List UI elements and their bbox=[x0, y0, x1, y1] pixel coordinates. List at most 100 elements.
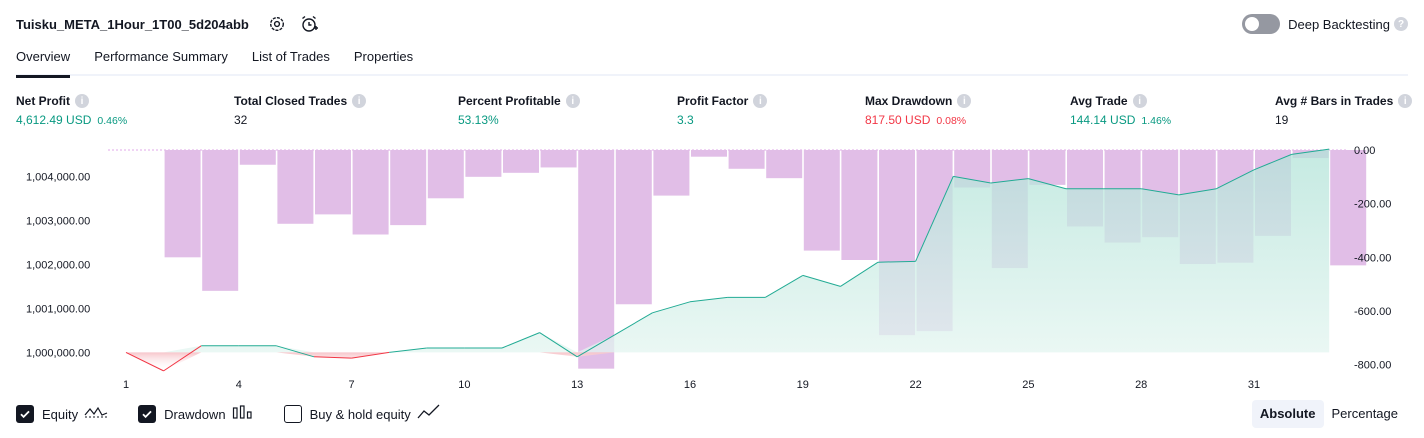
equity-loss-area bbox=[126, 352, 1330, 371]
y-right-tick-label: -800.00 bbox=[1354, 360, 1391, 372]
legend-label: Equity bbox=[42, 406, 79, 422]
info-icon[interactable]: i bbox=[1398, 94, 1413, 108]
equity-checkbox[interactable] bbox=[16, 405, 34, 423]
equity-line-segment bbox=[351, 351, 390, 359]
equity-line-segment bbox=[163, 345, 202, 372]
x-tick-label: 31 bbox=[1248, 379, 1260, 391]
equity-line-segment bbox=[1253, 153, 1292, 171]
help-icon[interactable]: ? bbox=[1394, 17, 1408, 31]
drawdown-bar bbox=[803, 150, 840, 251]
drawdown-bar bbox=[578, 150, 615, 369]
metric-avg-bars: Avg # Bars in Trades i 19 bbox=[1275, 93, 1413, 127]
info-icon[interactable]: i bbox=[352, 94, 367, 108]
equity-line-segment bbox=[802, 274, 841, 287]
info-icon[interactable]: i bbox=[75, 94, 89, 108]
x-tick-label: 16 bbox=[684, 379, 696, 391]
x-tick-label: 22 bbox=[909, 379, 921, 391]
info-icon[interactable]: i bbox=[565, 94, 580, 108]
buy-hold-checkbox[interactable] bbox=[283, 405, 302, 423]
equity-line-segment bbox=[689, 296, 728, 303]
metric-title: Total Closed Trades bbox=[234, 94, 348, 108]
metric-percent: 0.08% bbox=[936, 115, 967, 127]
y-right-tick-label: 0.00 bbox=[1354, 145, 1375, 157]
x-tick-label: 13 bbox=[571, 379, 583, 391]
equity-line-segment bbox=[313, 356, 352, 359]
equity-line-segment bbox=[877, 260, 916, 263]
absolute-button[interactable]: Absolute bbox=[1251, 400, 1324, 428]
strategy-title: Tuisku_META_1Hour_1T00_5d204abb bbox=[16, 16, 249, 32]
strategy-header: Tuisku_META_1Hour_1T00_5d204abb bbox=[16, 12, 329, 36]
drawdown-bar bbox=[164, 150, 201, 258]
equity-line-segment bbox=[990, 178, 1029, 184]
drawdown-bar bbox=[202, 150, 239, 291]
x-tick-label: 10 bbox=[458, 379, 470, 391]
tab-performance-summary[interactable]: Performance Summary bbox=[94, 49, 228, 64]
metric-value: 4,612.49 USD bbox=[16, 113, 92, 127]
x-tick-label: 28 bbox=[1135, 379, 1147, 391]
buy-hold-line-icon bbox=[417, 404, 441, 425]
deep-backtesting-control: Deep Backtesting ? bbox=[1242, 13, 1408, 35]
metric-title: Profit Factor bbox=[677, 94, 749, 108]
equity-line-segment bbox=[539, 332, 578, 358]
metric-value: 32 bbox=[234, 113, 248, 127]
x-tick-label: 7 bbox=[349, 379, 355, 391]
drawdown-bar bbox=[239, 150, 276, 165]
metric-value: 817.50 USD bbox=[865, 113, 931, 127]
settings-gear-icon[interactable] bbox=[265, 12, 289, 36]
drawdown-bar bbox=[315, 150, 351, 215]
metric-title: Max Drawdown bbox=[865, 94, 953, 108]
tab-properties[interactable]: Properties bbox=[353, 49, 414, 64]
drawdown-checkbox[interactable] bbox=[138, 405, 157, 423]
metric-title: Avg Trade bbox=[1070, 94, 1128, 108]
equity-line-segment bbox=[1028, 178, 1067, 190]
equity-line-segment bbox=[652, 301, 691, 314]
equity-line-segment bbox=[1178, 188, 1217, 196]
drawdown-bar bbox=[1330, 150, 1367, 266]
equity-line-segment bbox=[501, 332, 540, 349]
equity-line-segment bbox=[764, 274, 804, 298]
metric-value: 144.14 USD bbox=[1070, 113, 1136, 127]
metric-net-profit: Net Profit i 4,612.49 USD 0.46% bbox=[16, 93, 127, 127]
equity-line-segment bbox=[614, 312, 653, 336]
metric-avg-trade: Avg Trade i 144.14 USD 1.46% bbox=[1070, 93, 1171, 127]
metric-value: 53.13% bbox=[458, 113, 499, 127]
y-left-tick-label: 1,003,000.00 bbox=[26, 215, 90, 227]
strategy-tabs: Overview Performance Summary List of Tra… bbox=[16, 46, 1408, 78]
y-right-tick-label: -600.00 bbox=[1354, 306, 1391, 318]
equity-line-segment bbox=[953, 175, 991, 184]
metric-title: Avg # Bars in Trades bbox=[1275, 94, 1394, 108]
metric-percent: 0.46% bbox=[97, 115, 128, 127]
legend-drawdown[interactable]: Drawdown bbox=[138, 404, 253, 425]
equity-line-segment bbox=[276, 345, 315, 358]
info-icon[interactable]: i bbox=[753, 94, 768, 108]
drawdown-bars-icon bbox=[232, 404, 254, 425]
y-right-tick-label: -200.00 bbox=[1354, 199, 1391, 211]
x-tick-label: 19 bbox=[797, 379, 809, 391]
metric-profit-factor: Profit Factor i 3.3 bbox=[677, 93, 768, 127]
deep-backtesting-label: Deep Backtesting bbox=[1288, 16, 1390, 32]
y-right-tick-label: -400.00 bbox=[1354, 252, 1391, 264]
chart-legend: Equity Drawdown Buy & hold equity bbox=[16, 403, 471, 425]
drawdown-bar bbox=[841, 150, 878, 260]
legend-label: Drawdown bbox=[164, 406, 226, 422]
tab-overview[interactable]: Overview bbox=[16, 46, 71, 78]
replay-alarm-icon[interactable] bbox=[297, 12, 321, 36]
info-icon[interactable]: i bbox=[1132, 94, 1147, 108]
drawdown-bar bbox=[653, 150, 690, 196]
tab-list-of-trades[interactable]: List of Trades bbox=[251, 49, 330, 64]
deep-backtesting-toggle[interactable] bbox=[1242, 14, 1281, 34]
x-tick-label: 4 bbox=[236, 379, 242, 391]
equity-line-segment bbox=[840, 261, 879, 287]
metric-percent-profitable: Percent Profitable i 53.13% bbox=[458, 93, 580, 127]
equity-line-icon bbox=[84, 404, 108, 425]
info-icon[interactable]: i bbox=[957, 94, 972, 108]
drawdown-bar bbox=[728, 150, 765, 169]
metric-title: Net Profit bbox=[16, 94, 70, 108]
y-left-tick-label: 1,000,000.00 bbox=[26, 347, 90, 359]
legend-equity[interactable]: Equity bbox=[16, 404, 108, 425]
percentage-button[interactable]: Percentage bbox=[1331, 406, 1399, 421]
x-tick-label: 1 bbox=[123, 379, 129, 391]
legend-buy-hold[interactable]: Buy & hold equity bbox=[283, 404, 441, 425]
drawdown-bar bbox=[691, 150, 727, 157]
equity-line-segment bbox=[389, 347, 427, 353]
